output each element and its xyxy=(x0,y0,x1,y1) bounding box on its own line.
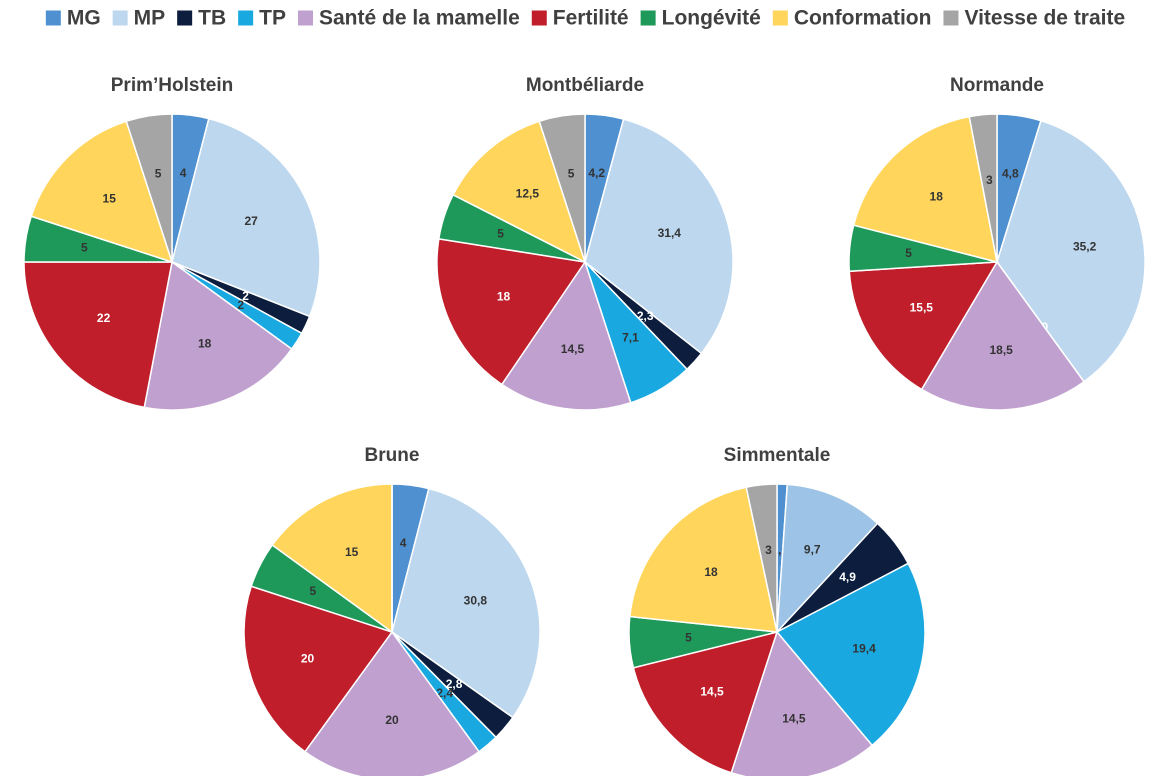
data-label: 2,8 xyxy=(446,677,463,691)
data-label: 12,5 xyxy=(516,187,540,201)
legend-label: Fertilité xyxy=(553,7,629,30)
pie-slice xyxy=(125,113,173,263)
pie-slice xyxy=(243,585,394,753)
data-label: 5 xyxy=(497,227,504,241)
legend-label: MG xyxy=(67,7,101,30)
pie-slice xyxy=(23,261,173,409)
chart-title: Simmentale xyxy=(724,445,831,466)
data-label: 5 xyxy=(568,166,575,180)
legend-label: MP xyxy=(134,7,166,30)
legend-swatch xyxy=(531,10,547,26)
data-label: 2,3 xyxy=(637,309,654,323)
data-label: 4 xyxy=(180,166,187,180)
data-label: 20 xyxy=(385,713,399,727)
pie-slice xyxy=(271,483,393,634)
pie-slice xyxy=(143,260,293,411)
data-label: 14,5 xyxy=(782,711,806,725)
pie-slice xyxy=(852,115,998,264)
data-label: 18 xyxy=(198,337,212,351)
legend-swatch xyxy=(943,10,959,26)
legend-label: Vitesse de traite xyxy=(964,7,1125,30)
legend-swatch xyxy=(640,10,656,26)
data-label: 18 xyxy=(497,289,511,303)
pie-slice xyxy=(500,260,632,411)
chart-title: Prim’Holstein xyxy=(111,75,233,96)
data-label: 5 xyxy=(685,630,692,644)
data-label: 4,9 xyxy=(839,570,856,584)
pie-slice xyxy=(303,630,481,776)
data-label: 27 xyxy=(244,214,258,228)
data-label: 3 xyxy=(765,543,772,557)
data-label: 14,5 xyxy=(700,685,724,699)
data-label: 5 xyxy=(81,240,88,254)
data-label: 7,1 xyxy=(622,330,639,344)
data-label: 5 xyxy=(905,246,912,260)
pie-slice xyxy=(584,118,734,355)
legend-swatch xyxy=(177,10,193,26)
chart-title: Montbéliarde xyxy=(526,75,644,96)
data-label: 20 xyxy=(301,652,315,666)
legend: MG MP TB TP Santé de la mamelle Fertilité Long… xyxy=(45,7,1125,30)
pie-slice xyxy=(920,260,1086,411)
pie-slice xyxy=(775,562,926,747)
data-label: 3 xyxy=(986,173,993,187)
data-label: 4,8 xyxy=(1002,166,1019,180)
pie-slice xyxy=(452,120,587,264)
legend-swatch xyxy=(112,10,128,26)
legend-label: Conformation xyxy=(794,7,932,30)
legend-label: Santé de la mamelle xyxy=(319,7,520,30)
pie-slice xyxy=(171,117,321,318)
pie-slice xyxy=(391,487,541,719)
pie-slice xyxy=(996,119,1146,383)
data-label: 2 xyxy=(237,298,244,312)
legend-swatch xyxy=(772,10,788,26)
data-label: 35,2 xyxy=(1073,240,1097,254)
pie-slice xyxy=(628,486,778,633)
data-label: 2 xyxy=(242,289,249,303)
pie-slice xyxy=(745,483,778,633)
data-label: 14,5 xyxy=(561,342,585,356)
legend-label: Longévité xyxy=(662,7,761,30)
data-label: 9,7 xyxy=(804,543,821,557)
data-label: 15,5 xyxy=(910,301,934,315)
pie-slice xyxy=(968,113,998,263)
legend-label: TP xyxy=(259,7,286,30)
data-label: 15 xyxy=(103,191,117,205)
pie-slice xyxy=(632,630,779,774)
legend-swatch xyxy=(238,10,254,26)
pie-slice xyxy=(848,261,999,391)
pie-slice xyxy=(436,237,587,386)
legend-swatch xyxy=(45,10,61,26)
data-label: 2,4 xyxy=(436,686,453,700)
data-label: 18 xyxy=(704,565,718,579)
data-label: 30,8 xyxy=(464,594,488,608)
legend-swatch xyxy=(298,10,313,26)
data-label: 18 xyxy=(930,189,944,203)
data-label: 4,2 xyxy=(588,166,605,180)
data-label: 5 xyxy=(155,166,162,180)
data-label: 4 xyxy=(400,536,407,550)
data-label: 18,5 xyxy=(990,343,1014,357)
chart-title: Normande xyxy=(950,75,1044,96)
data-label: 19,4 xyxy=(852,641,876,655)
data-label: 22 xyxy=(97,311,111,325)
data-label: 15 xyxy=(345,545,359,559)
chart-title: Brune xyxy=(365,445,420,466)
pie-slice xyxy=(776,483,879,635)
data-label: 5 xyxy=(310,584,317,598)
pie-slice xyxy=(30,120,174,264)
legend-label: TB xyxy=(198,7,226,30)
pie-slice xyxy=(538,113,586,263)
data-label: 31,4 xyxy=(658,226,682,240)
